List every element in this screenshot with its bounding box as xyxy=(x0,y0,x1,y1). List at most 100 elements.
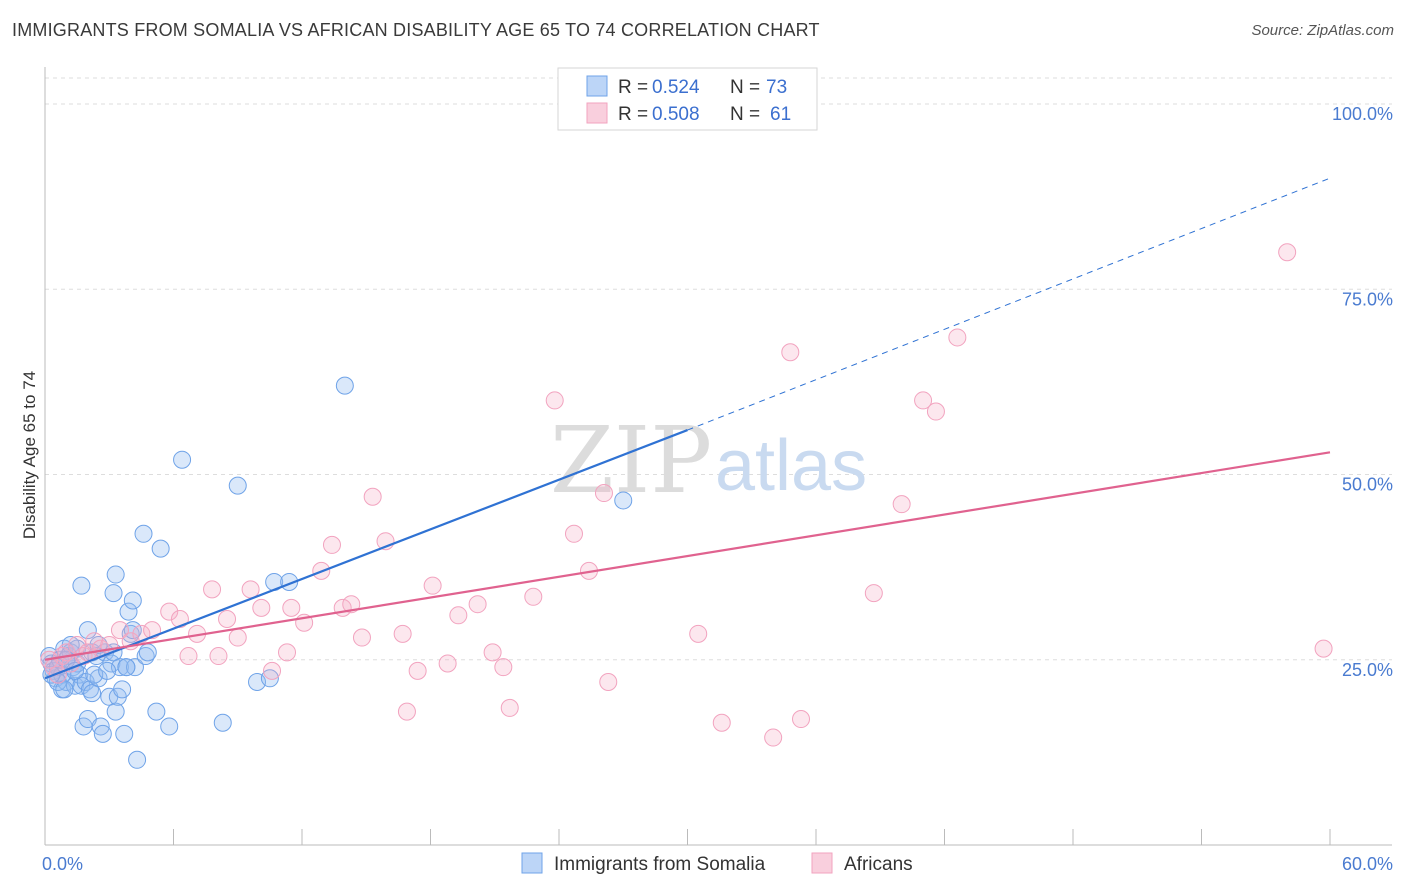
point-africans-56 xyxy=(781,343,800,362)
point-somalia-55 xyxy=(72,576,91,595)
point-africans-47 xyxy=(524,587,543,606)
point-somalia-44 xyxy=(151,539,170,558)
point-somalia-66 xyxy=(42,665,61,684)
source-label: Source: ZipAtlas.com xyxy=(1251,22,1394,39)
chart-title: IMMIGRANTS FROM SOMALIA VS AFRICAN DISAB… xyxy=(12,20,820,40)
point-somalia-69 xyxy=(117,658,136,677)
point-somalia-37 xyxy=(123,621,142,640)
point-africans-51 xyxy=(594,484,613,503)
point-africans-45 xyxy=(494,658,513,677)
point-africans-53 xyxy=(689,624,708,643)
point-africans-24 xyxy=(241,580,260,599)
point-africans-38 xyxy=(397,702,416,721)
point-somalia-43 xyxy=(147,702,166,721)
legend-n-value-africans: 61 xyxy=(770,104,791,125)
point-africans-34 xyxy=(352,628,371,647)
point-somalia-33 xyxy=(115,724,134,743)
point-africans-44 xyxy=(483,643,502,662)
point-africans-21 xyxy=(209,647,228,666)
point-africans-33 xyxy=(342,595,361,614)
point-africans-63 xyxy=(1278,243,1297,262)
point-africans-23 xyxy=(228,628,247,647)
point-africans-25 xyxy=(252,598,271,617)
point-africans-46 xyxy=(500,698,519,717)
axes xyxy=(44,67,1392,846)
gridlines xyxy=(45,77,1392,661)
point-africans-18 xyxy=(179,647,198,666)
point-somalia-72 xyxy=(83,684,102,703)
point-africans-59 xyxy=(892,495,911,514)
legend-n-label-2: N = xyxy=(730,104,760,125)
point-africans-39 xyxy=(408,661,427,680)
point-africans-20 xyxy=(203,580,222,599)
point-africans-40 xyxy=(423,576,442,595)
point-africans-41 xyxy=(438,654,457,673)
point-africans-43 xyxy=(468,595,487,614)
bottom-legend-label-somalia: Immigrants from Somalia xyxy=(554,854,766,875)
point-somalia-32 xyxy=(113,680,132,699)
x-tick-label-1: 60.0% xyxy=(1342,854,1393,874)
trend-lines xyxy=(44,177,1331,680)
legend-swatch-somalia xyxy=(586,75,608,97)
point-africans-17 xyxy=(170,610,189,629)
point-africans-6 xyxy=(68,635,87,654)
bottom-legend-label-africans: Africans xyxy=(844,854,913,875)
point-somalia-59 xyxy=(123,591,142,610)
y-tick-label-1: 50.0% xyxy=(1342,475,1393,495)
point-somalia-50 xyxy=(260,669,279,688)
point-africans-2 xyxy=(48,665,67,684)
point-africans-64 xyxy=(1314,639,1333,658)
point-somalia-45 xyxy=(160,717,179,736)
point-somalia-70 xyxy=(55,680,74,699)
point-africans-35 xyxy=(363,487,382,506)
point-somalia-23 xyxy=(91,717,110,736)
legend-swatch-africans xyxy=(586,102,608,124)
point-africans-42 xyxy=(449,606,468,625)
point-somalia-56 xyxy=(106,565,125,584)
point-somalia-46 xyxy=(173,450,192,469)
point-africans-52 xyxy=(599,672,618,691)
trend-line-somalia xyxy=(44,429,688,680)
x-tick-labels: 0.0% 60.0% xyxy=(42,854,1393,874)
point-somalia-12 xyxy=(65,676,84,695)
point-africans-49 xyxy=(564,524,583,543)
point-africans-58 xyxy=(864,584,883,603)
point-somalia-42 xyxy=(138,643,157,662)
legend-n-label-1: N = xyxy=(730,77,760,98)
point-somalia-39 xyxy=(128,750,147,769)
point-somalia-40 xyxy=(134,524,153,543)
y-tick-labels: 25.0% 50.0% 75.0% 100.0% xyxy=(1332,104,1393,680)
bottom-legend-swatch-africans xyxy=(811,852,833,874)
point-somalia-63 xyxy=(98,661,117,680)
bottom-legend: Immigrants from Somalia Africans xyxy=(521,852,913,875)
point-africans-27 xyxy=(278,643,297,662)
y-tick-label-3: 100.0% xyxy=(1332,104,1393,124)
point-africans-61 xyxy=(926,402,945,421)
point-somalia-54 xyxy=(614,491,633,510)
point-somalia-47 xyxy=(213,713,232,732)
point-africans-16 xyxy=(160,602,179,621)
point-africans-22 xyxy=(218,610,237,629)
legend-r-value-somalia: 0.524 xyxy=(652,77,700,98)
point-africans-12 xyxy=(110,621,129,640)
data-points xyxy=(40,243,1333,769)
point-africans-55 xyxy=(764,728,783,747)
point-africans-26 xyxy=(263,661,282,680)
point-somalia-29 xyxy=(106,702,125,721)
y-tick-label-0: 25.0% xyxy=(1342,660,1393,680)
point-africans-62 xyxy=(948,328,967,347)
point-africans-57 xyxy=(792,710,811,729)
legend-r-value-africans: 0.508 xyxy=(652,104,700,125)
watermark-atlas: atlas xyxy=(715,426,867,506)
point-africans-60 xyxy=(914,391,933,410)
point-somalia-35 xyxy=(119,602,138,621)
point-somalia-48 xyxy=(228,476,247,495)
point-somalia-24 xyxy=(93,724,112,743)
legend-n-value-somalia: 73 xyxy=(766,77,787,98)
y-tick-label-2: 75.0% xyxy=(1342,289,1393,309)
point-africans-9 xyxy=(85,632,104,651)
trend-line-africans xyxy=(44,451,1331,661)
legend-r-label-2: R = xyxy=(618,104,648,125)
point-africans-28 xyxy=(282,598,301,617)
point-africans-48 xyxy=(545,391,564,410)
